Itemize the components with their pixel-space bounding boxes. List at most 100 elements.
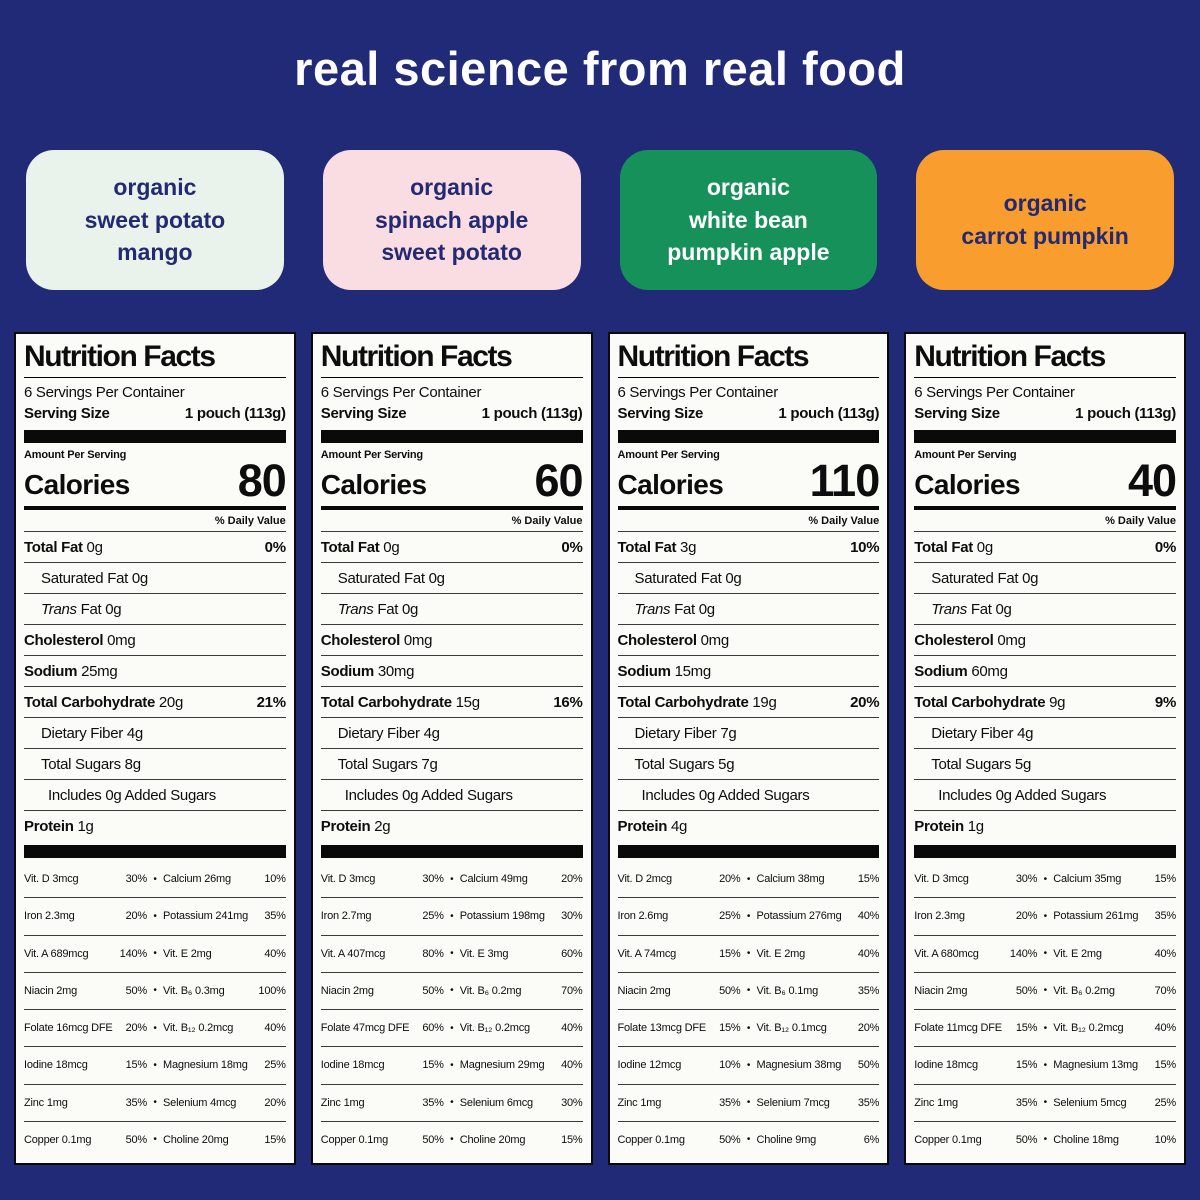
servings-per-container: 6 Servings Per Container xyxy=(617,384,779,402)
micronutrient-row: Iodine 18mcg 15% • Magnesium 13mg 15% xyxy=(914,1046,1176,1083)
nutrient-amount: 1g xyxy=(963,818,984,836)
micro-right-name: Vit. B₁₂ 0.1mcg xyxy=(756,1022,827,1035)
micro-left-name: Vit. D 3mcg xyxy=(320,873,376,886)
micro-right-name: Selenium 5mcg xyxy=(1053,1096,1127,1109)
micro-right-daily-value: 35% xyxy=(264,910,286,923)
micro-right-name: Vit. E 3mg xyxy=(459,947,509,960)
amount-per-serving-label: Amount Per Serving xyxy=(914,449,1017,462)
serving-size-value: 1 pouch (113g) xyxy=(778,405,880,423)
micro-right-daily-value: 10% xyxy=(264,873,286,886)
serving-size-label: Serving Size xyxy=(617,405,704,423)
bullet-separator: • xyxy=(153,948,157,960)
micro-left: Copper 0.1mg 50% xyxy=(618,1134,743,1146)
nutrient-row: Total Sugars 5g xyxy=(914,748,1176,779)
nutrition-facts-title: Nutrition Facts xyxy=(914,340,1176,379)
bullet-separator: • xyxy=(746,1022,751,1034)
micro-right-name: Calcium 38mg xyxy=(756,873,825,886)
nutrient-name: Dietary Fiber xyxy=(634,725,717,743)
micro-left: Iodine 12mcg 10% xyxy=(618,1059,743,1071)
micro-right-name: Selenium 6mcg xyxy=(459,1096,533,1109)
micro-left: Iodine 18mcg 15% xyxy=(914,1059,1039,1071)
micro-right-daily-value: 20% xyxy=(264,1096,286,1109)
nutrient-name: Trans Fat xyxy=(634,601,696,619)
nutrient-name-amount: Sodium 60mg xyxy=(914,663,1008,680)
micronutrient-row: Iron 2.7mg 25% • Potassium 198mg 30% xyxy=(320,897,583,934)
page-title: real science from real food xyxy=(294,42,906,95)
calories-row: Calories 80 xyxy=(24,458,287,503)
micro-left-name: Vit. D 2mcg xyxy=(617,873,673,886)
nutrient-row: Total Carbohydrate 19g 20% xyxy=(617,686,880,717)
nutrient-name: Trans Fat xyxy=(931,601,992,619)
micro-right: Vit. E 3mg 60% xyxy=(458,948,583,960)
nutrient-rows: Total Fat 0g 0% Saturated Fat 0g Trans Fat … xyxy=(914,531,1176,841)
nutrient-amount: 0mg xyxy=(399,632,433,650)
bullet-separator: • xyxy=(746,1097,751,1109)
micro-left-name: Folate 16mcg DFE xyxy=(24,1022,113,1035)
micro-right: Calcium 35mg 15% xyxy=(1051,873,1176,885)
divider-bar-top xyxy=(914,430,1176,444)
micro-right-daily-value: 30% xyxy=(561,1096,583,1109)
micro-right-daily-value: 35% xyxy=(857,1096,880,1109)
micro-left: Vit. D 3mcg 30% xyxy=(24,873,149,885)
nutrition-facts-panel: Nutrition Facts 6 Servings Per Container… xyxy=(310,332,593,1166)
nutrient-name-amount: Dietary Fiber 4g xyxy=(321,725,440,742)
micro-left: Vit. D 2mcg 20% xyxy=(618,873,743,885)
nutrient-amount: 0g xyxy=(1018,570,1039,588)
micro-right-daily-value: 40% xyxy=(561,1059,583,1072)
nutrient-amount: 0g xyxy=(972,539,993,557)
micro-left-name: Iron 2.7mg xyxy=(320,910,372,923)
bullet-separator: • xyxy=(1043,1097,1048,1109)
micro-right-daily-value: 15% xyxy=(561,1133,583,1146)
micro-right-daily-value: 25% xyxy=(1154,1096,1177,1109)
micro-left-daily-value: 20% xyxy=(719,873,741,886)
nutrient-name: Protein xyxy=(320,818,371,836)
nutrient-name-amount: Cholesterol 0mg xyxy=(24,632,136,649)
nutrient-row: Cholesterol 0mg xyxy=(617,624,880,655)
nutrient-name: Total Fat xyxy=(914,539,973,557)
micronutrient-row: Vit. A 680mcg 140% • Vit. E 2mg 40% xyxy=(914,934,1176,972)
micronutrient-row: Copper 0.1mg 50% • Choline 18mg 10% xyxy=(914,1120,1177,1158)
micro-right-name: Choline 18mg xyxy=(1053,1133,1119,1146)
micro-left-name: Vit. A 407mcg xyxy=(320,947,386,960)
amount-per-serving-label: Amount Per Serving xyxy=(617,449,720,462)
micro-right-daily-value: 35% xyxy=(1154,910,1177,923)
nutrient-row: Dietary Fiber 4g xyxy=(914,717,1176,748)
nutrient-amount: 15mg xyxy=(670,663,712,681)
micro-left-daily-value: 60% xyxy=(422,1022,444,1035)
nutrient-name-amount: Total Sugars 8g xyxy=(24,756,141,773)
nutrient-name: Total Sugars xyxy=(41,756,121,774)
nutrient-name-amount: Trans Fat 0g xyxy=(914,601,1012,619)
calories-label: Calories xyxy=(320,469,427,501)
micro-left-name: Niacin 2mg xyxy=(320,984,374,997)
divider-bar-top xyxy=(617,430,880,444)
nutrient-row: Protein 1g xyxy=(24,810,286,841)
bullet-separator: • xyxy=(450,985,454,997)
bullet-separator: • xyxy=(153,985,157,997)
micro-left-name: Iron 2.3mg xyxy=(24,910,75,923)
micro-right-daily-value: 40% xyxy=(857,910,880,923)
nutrient-row: Dietary Fiber 7g xyxy=(617,717,880,748)
nutrient-amount: 0g xyxy=(398,601,419,619)
micro-right-daily-value: 20% xyxy=(857,1022,880,1035)
micro-right-daily-value: 40% xyxy=(264,947,286,960)
nutrient-rows: Total Fat 0g 0% Saturated Fat 0g Trans Fat … xyxy=(320,531,583,841)
micro-right-daily-value: 10% xyxy=(1154,1133,1177,1146)
bullet-separator: • xyxy=(153,910,157,922)
nutrient-name: Total Fat xyxy=(617,539,677,557)
calories-row: Calories 60 xyxy=(320,458,584,503)
micro-right: Magnesium 29mg 40% xyxy=(458,1059,583,1071)
micro-left: Zinc 1mg 35% xyxy=(618,1097,743,1109)
servings-per-container: 6 Servings Per Container xyxy=(320,384,482,402)
nutrient-name-amount: Sodium 15mg xyxy=(618,663,712,681)
nutrient-name: Cholesterol xyxy=(914,632,994,650)
micro-left-daily-value: 50% xyxy=(719,1133,741,1146)
micro-left-daily-value: 80% xyxy=(422,947,444,960)
micro-left: Iodine 18mcg 15% xyxy=(24,1059,149,1071)
micro-left-daily-value: 140% xyxy=(1009,947,1038,960)
nutrient-row: Protein 2g xyxy=(320,810,583,841)
micro-right: Vit. B₁₂ 0.2mcg 40% xyxy=(458,1022,583,1034)
nutrient-name: Trans Fat xyxy=(41,601,102,619)
micronutrient-row: Vit. D 3mcg 30% • Calcium 26mg 10% xyxy=(24,861,286,897)
micro-left-name: Vit. A 689mcg xyxy=(24,947,89,960)
nutrient-rows: Total Fat 0g 0% Saturated Fat 0g Trans Fat … xyxy=(24,531,286,841)
